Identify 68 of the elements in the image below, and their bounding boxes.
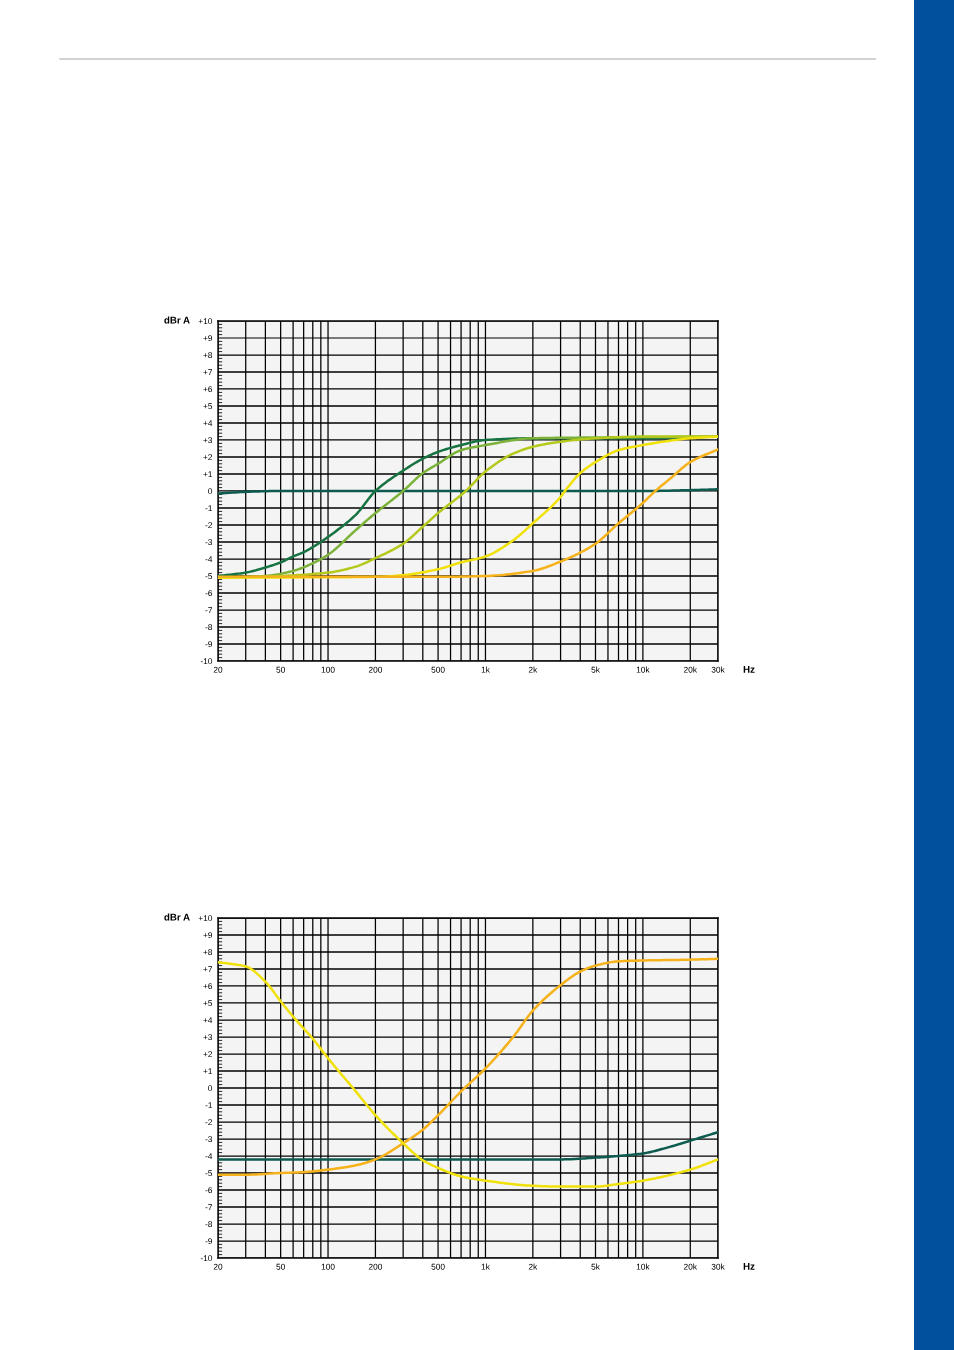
y-tick-label: -6	[205, 590, 213, 597]
x-tick-label: 20	[213, 666, 223, 673]
x-tick-label: 100	[321, 666, 335, 673]
y-tick-label: +4	[203, 420, 213, 427]
y-tick-label: +1	[203, 1068, 213, 1075]
y-tick-label: -10	[200, 658, 213, 665]
x-tick-label: 50	[276, 666, 285, 673]
y-tick-label: -10	[200, 1255, 213, 1262]
y-tick-label: -1	[205, 505, 213, 512]
y-tick-label: -9	[205, 1238, 213, 1245]
y-tick-label: -9	[205, 641, 213, 648]
y-tick-label: -5	[205, 1170, 213, 1177]
y-tick-label: -7	[205, 607, 213, 614]
y-axis-title: dBr A	[164, 913, 190, 921]
y-tick-label: +4	[203, 1017, 213, 1024]
y-tick-label: -8	[205, 624, 213, 631]
y-tick-label: -1	[205, 1102, 213, 1109]
y-tick-label: -4	[205, 556, 213, 563]
y-tick-label: -8	[205, 1221, 213, 1228]
y-tick-label: +7	[203, 966, 213, 973]
y-tick-label: +2	[203, 454, 213, 461]
x-tick-label: 20k	[683, 1263, 698, 1270]
x-tick-label: 500	[431, 666, 445, 673]
y-tick-label: +3	[203, 437, 213, 444]
y-tick-label: 0	[208, 488, 213, 495]
y-tick-label: +10	[198, 318, 213, 325]
x-tick-label: 5k	[591, 666, 600, 673]
y-tick-label: -3	[205, 539, 213, 546]
x-tick-label: 200	[368, 666, 383, 673]
y-axis-title: dBr A	[164, 316, 190, 324]
x-tick-label: 50	[276, 1263, 285, 1270]
x-tick-label: 10k	[636, 1263, 650, 1270]
x-tick-label: 200	[368, 1263, 383, 1270]
y-tick-label: -6	[205, 1187, 213, 1194]
y-tick-label: +5	[203, 403, 213, 410]
x-tick-label: 30k	[711, 1263, 725, 1270]
y-tick-label: +9	[203, 932, 213, 939]
y-tick-label: +3	[203, 1034, 213, 1041]
y-tick-label: 0	[208, 1085, 213, 1092]
x-tick-label: 30k	[711, 666, 725, 673]
y-tick-label: +1	[203, 471, 213, 478]
y-tick-label: +8	[203, 949, 213, 956]
y-tick-label: +6	[203, 386, 213, 393]
x-tick-label: 500	[431, 1263, 445, 1270]
y-tick-label: +2	[203, 1051, 213, 1058]
y-tick-label: +5	[203, 1000, 213, 1007]
y-tick-label: -7	[205, 1204, 213, 1211]
x-tick-label: 2k	[528, 666, 538, 673]
y-tick-label: -2	[205, 522, 213, 529]
x-axis-title: Hz	[743, 666, 755, 673]
x-tick-label: 2k	[528, 1263, 538, 1270]
x-axis-title: Hz	[743, 1263, 755, 1270]
x-tick-label: 5k	[591, 1263, 600, 1270]
y-tick-label: -5	[205, 573, 213, 580]
x-tick-label: 1k	[481, 1263, 490, 1270]
x-tick-label: 20k	[683, 666, 698, 673]
x-tick-label: 100	[321, 1263, 335, 1270]
y-tick-label: -4	[205, 1153, 213, 1160]
y-tick-label: +6	[203, 983, 213, 990]
x-tick-label: 20	[213, 1263, 223, 1270]
x-tick-label: 1k	[481, 666, 490, 673]
y-tick-label: +8	[203, 352, 213, 359]
y-tick-label: -3	[205, 1136, 213, 1143]
y-tick-label: -2	[205, 1119, 213, 1126]
x-tick-label: 10k	[636, 666, 650, 673]
y-tick-label: +9	[203, 335, 213, 342]
y-tick-label: +7	[203, 369, 213, 376]
y-tick-label: +10	[198, 915, 213, 922]
